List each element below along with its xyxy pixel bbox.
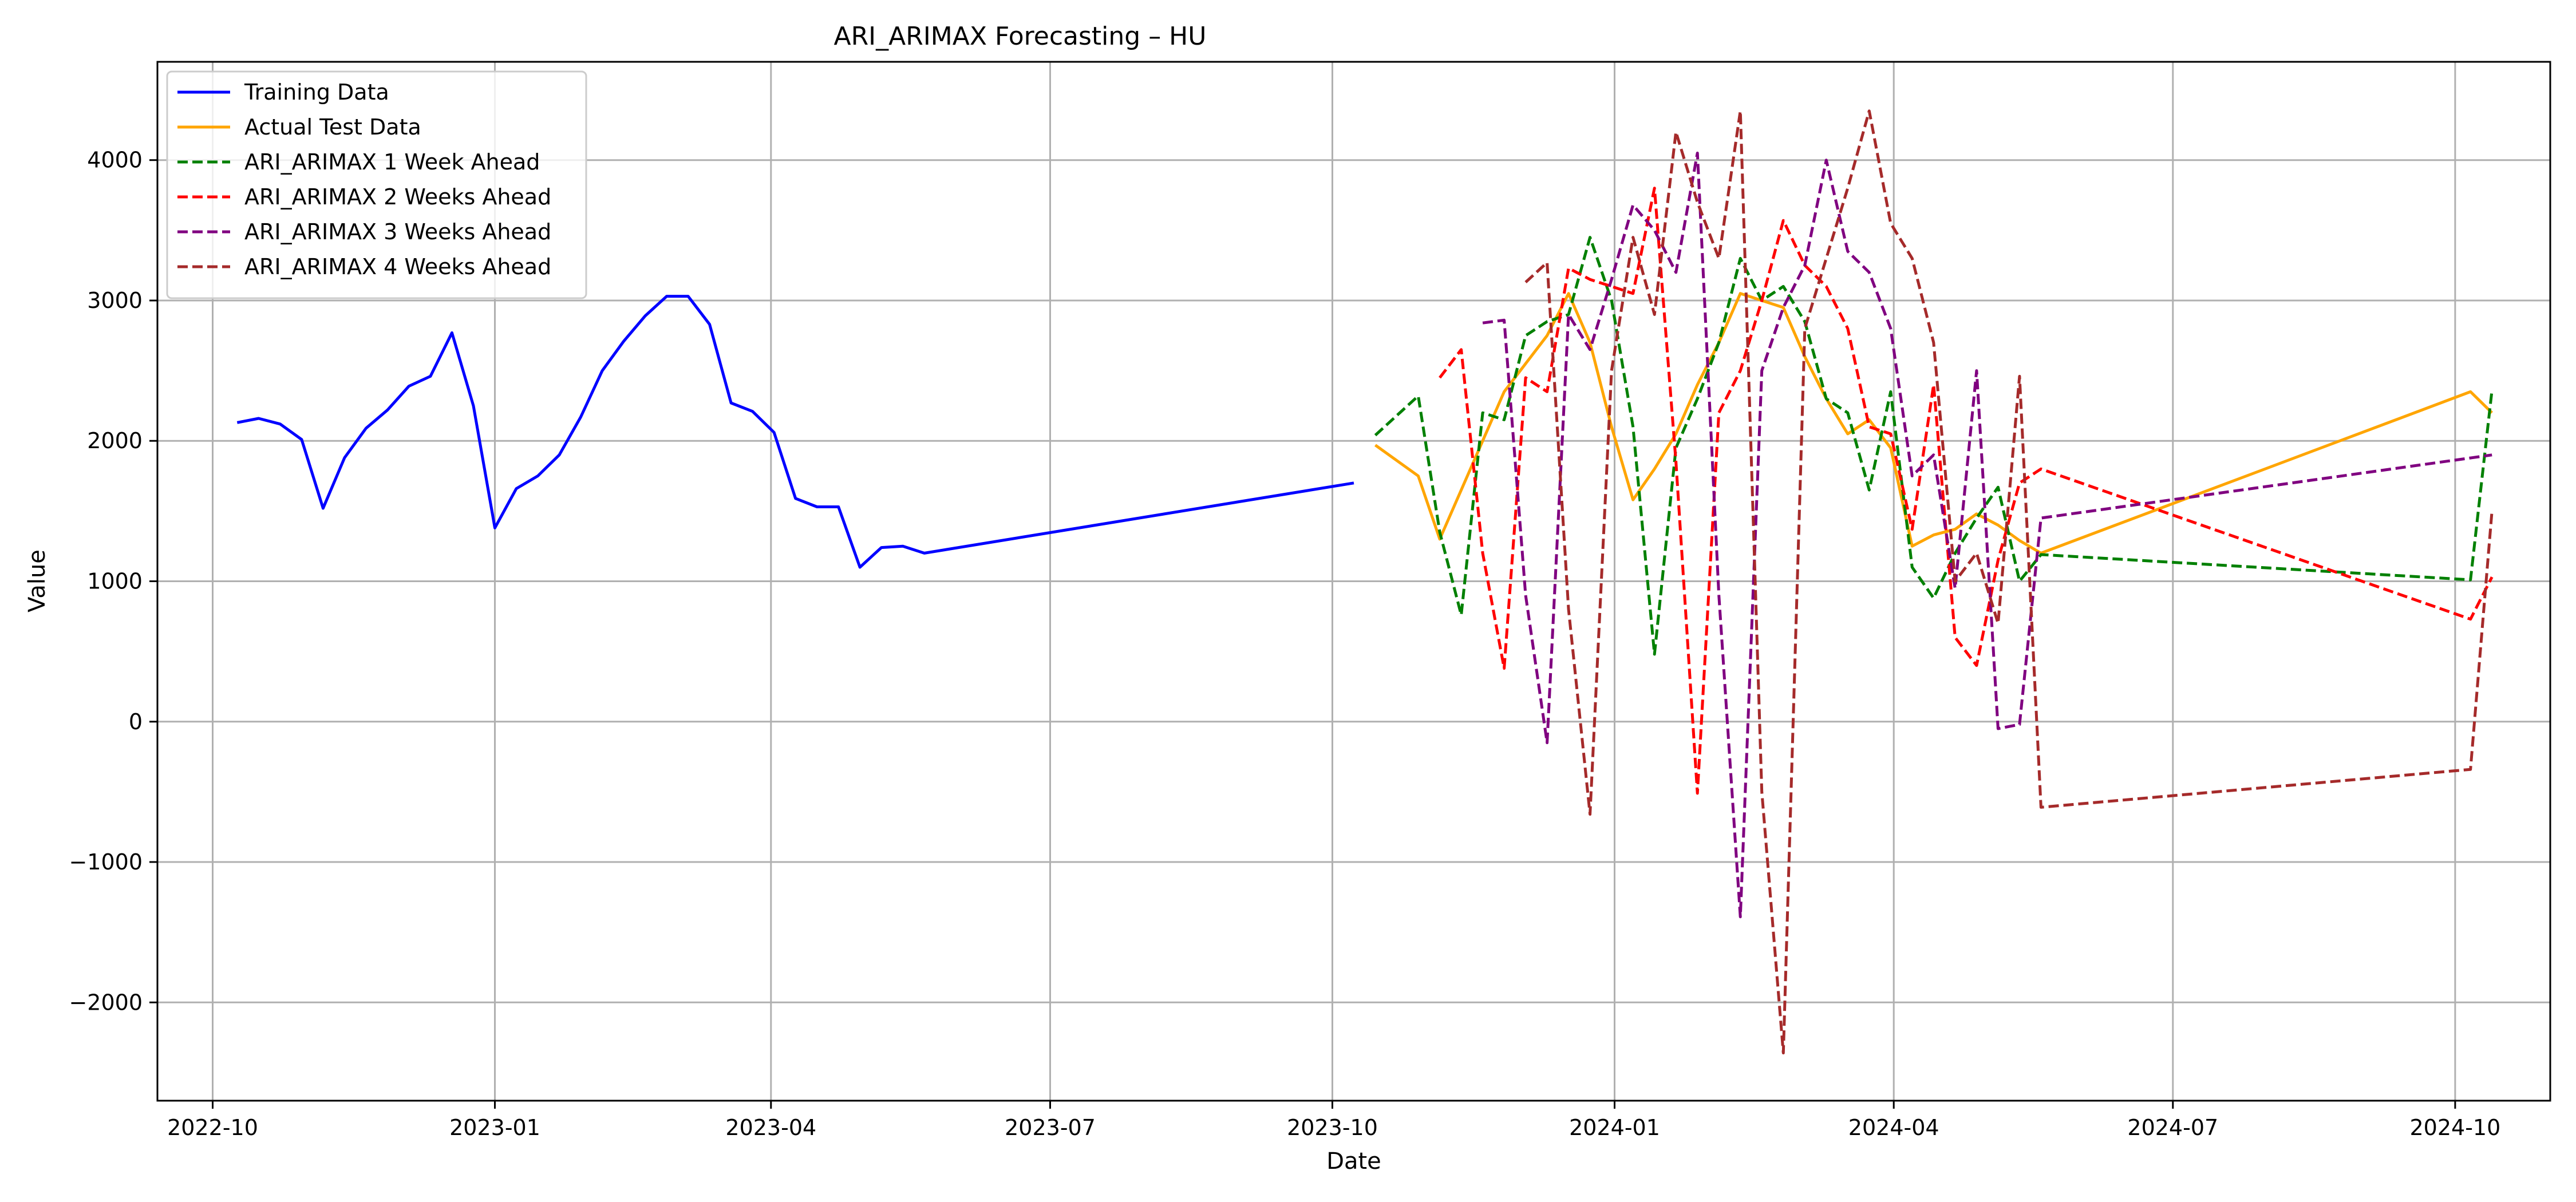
chart-title: ARI_ARIMAX Forecasting – HU bbox=[834, 22, 1207, 51]
x-axis: 2022-10 2023-01 2023-04 2023-07 2023-10 2024-… bbox=[167, 1101, 2500, 1140]
series-layer bbox=[236, 109, 2494, 1055]
legend-label: Actual Test Data bbox=[244, 114, 421, 140]
x-axis-label: Date bbox=[1326, 1148, 1381, 1175]
x-tick-label: 2022-10 bbox=[167, 1115, 258, 1140]
legend-label: ARI_ARIMAX 1 Week Ahead bbox=[244, 149, 540, 175]
y-tick-label: −2000 bbox=[69, 990, 143, 1015]
x-tick-label: 2023-10 bbox=[1287, 1115, 1378, 1140]
y-axis-label: Value bbox=[24, 549, 50, 612]
x-tick-label: 2023-07 bbox=[1005, 1115, 1096, 1140]
series-line-6 bbox=[1524, 109, 2494, 1055]
y-tick-label: 0 bbox=[129, 709, 143, 734]
legend-label: Training Data bbox=[244, 80, 389, 105]
y-tick-label: 4000 bbox=[87, 148, 143, 173]
series-line-5 bbox=[1482, 151, 2492, 919]
legend-box bbox=[166, 70, 587, 299]
series-line-1 bbox=[236, 295, 1354, 569]
legend-label: ARI_ARIMAX 4 Weeks Ahead bbox=[244, 254, 551, 279]
gridlines bbox=[157, 62, 2550, 1101]
y-tick-label: 1000 bbox=[87, 569, 143, 594]
series-line-4 bbox=[1439, 187, 2494, 795]
x-tick-label: 2024-07 bbox=[2127, 1115, 2218, 1140]
legend-label: ARI_ARIMAX 3 Weeks Ahead bbox=[244, 219, 551, 244]
x-tick-label: 2024-01 bbox=[1569, 1115, 1660, 1140]
series-line-2 bbox=[1374, 292, 2493, 555]
y-tick-label: −1000 bbox=[69, 849, 143, 875]
series-line-3 bbox=[1374, 236, 2494, 656]
legend: Training Data Actual Test Data ARI_ARIMAX … bbox=[166, 70, 587, 299]
x-tick-label: 2024-04 bbox=[1848, 1115, 1939, 1140]
y-tick-label: 3000 bbox=[87, 288, 143, 313]
y-tick-label: 2000 bbox=[87, 428, 143, 453]
x-tick-label: 2024-10 bbox=[2410, 1115, 2501, 1140]
x-tick-label: 2023-04 bbox=[725, 1115, 816, 1140]
x-tick-label: 2023-01 bbox=[449, 1115, 540, 1140]
legend-label: ARI_ARIMAX 2 Weeks Ahead bbox=[244, 184, 551, 209]
y-axis: −2000 −1000 0 1000 2000 3000 4000 bbox=[69, 148, 157, 1015]
